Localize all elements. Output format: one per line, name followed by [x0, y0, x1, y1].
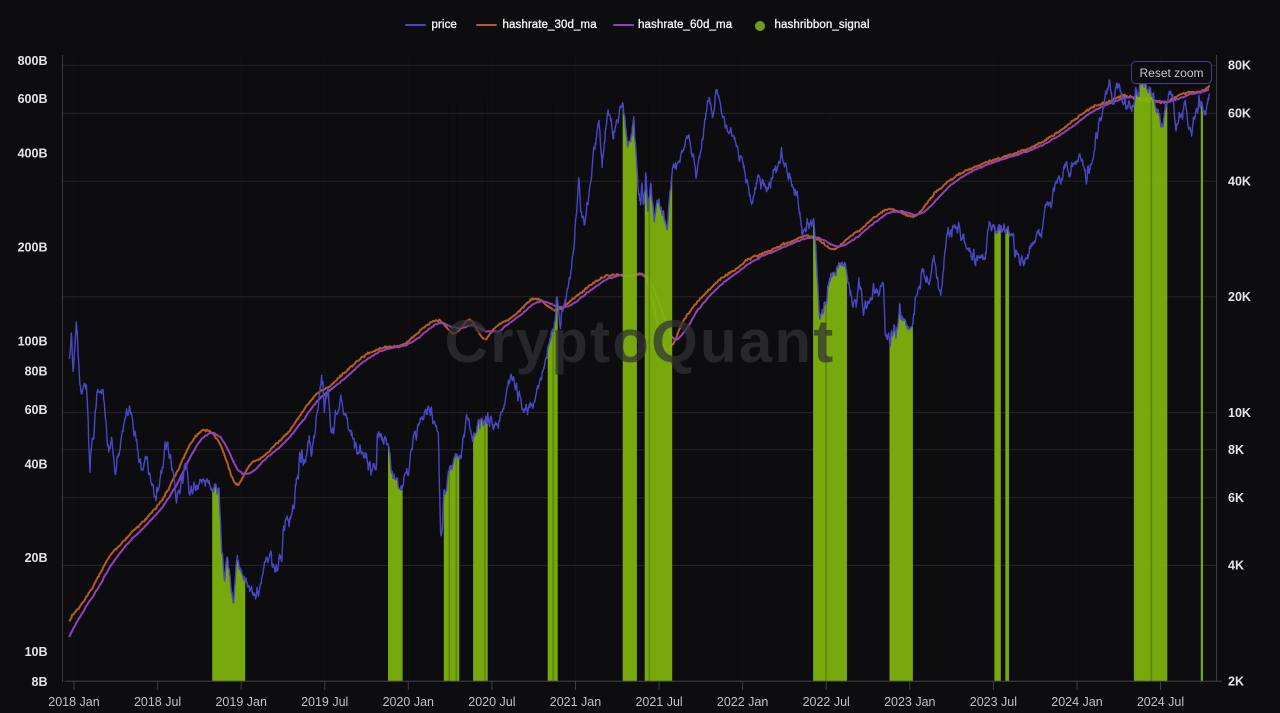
svg-text:800B: 800B	[18, 54, 48, 68]
svg-text:20K: 20K	[1228, 290, 1251, 304]
svg-text:2022 Jul: 2022 Jul	[803, 695, 850, 709]
svg-text:400B: 400B	[18, 147, 48, 161]
svg-text:2024 Jul: 2024 Jul	[1137, 695, 1184, 709]
svg-text:2K: 2K	[1228, 675, 1244, 689]
svg-text:4K: 4K	[1228, 559, 1244, 573]
svg-text:2021 Jan: 2021 Jan	[550, 695, 601, 709]
svg-text:100B: 100B	[18, 335, 48, 349]
svg-text:2019 Jul: 2019 Jul	[301, 695, 348, 709]
svg-text:80B: 80B	[25, 365, 48, 379]
svg-text:2018 Jan: 2018 Jan	[48, 695, 99, 709]
svg-text:200B: 200B	[18, 241, 48, 255]
svg-text:60B: 60B	[25, 403, 48, 417]
svg-text:2019 Jan: 2019 Jan	[215, 695, 266, 709]
svg-text:80K: 80K	[1228, 59, 1251, 73]
svg-text:2023 Jan: 2023 Jan	[884, 695, 935, 709]
svg-text:2024 Jan: 2024 Jan	[1051, 695, 1102, 709]
svg-text:60K: 60K	[1228, 107, 1251, 121]
svg-text:2023 Jul: 2023 Jul	[970, 695, 1017, 709]
svg-text:2020 Jan: 2020 Jan	[383, 695, 434, 709]
svg-text:6K: 6K	[1228, 491, 1244, 505]
svg-text:8K: 8K	[1228, 443, 1244, 457]
svg-text:2020 Jul: 2020 Jul	[468, 695, 515, 709]
svg-text:40B: 40B	[25, 457, 48, 471]
svg-text:8B: 8B	[32, 675, 48, 689]
svg-text:600B: 600B	[18, 92, 48, 106]
svg-text:2018 Jul: 2018 Jul	[134, 695, 181, 709]
svg-text:10B: 10B	[25, 645, 48, 659]
svg-text:2021 Jul: 2021 Jul	[635, 695, 682, 709]
svg-text:40K: 40K	[1228, 174, 1251, 188]
svg-text:20B: 20B	[25, 551, 48, 565]
svg-text:2022 Jan: 2022 Jan	[717, 695, 768, 709]
svg-text:10K: 10K	[1228, 406, 1251, 420]
